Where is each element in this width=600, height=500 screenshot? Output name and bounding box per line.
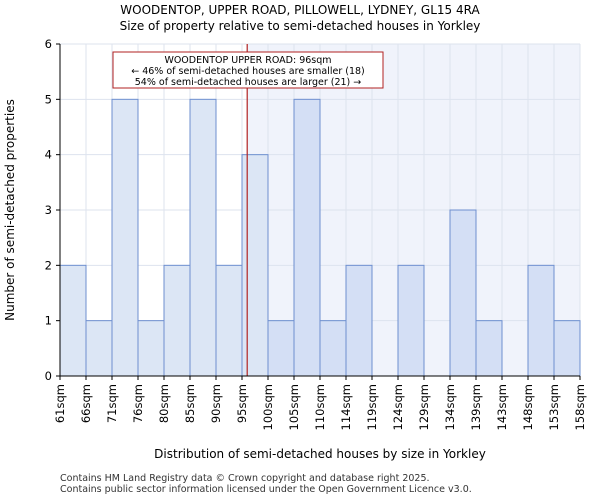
bar-153sqm xyxy=(553,320,581,377)
y-tick-label: 1 xyxy=(45,314,52,328)
x-tick-label: 66sqm xyxy=(79,384,93,423)
y-tick-label: 6 xyxy=(45,37,52,51)
bar-148sqm xyxy=(527,264,555,377)
bar-95sqm xyxy=(241,154,269,377)
annotation-line: 54% of semi-detached houses are larger (… xyxy=(135,77,362,88)
x-axis-title: Distribution of semi-detached houses by … xyxy=(154,447,486,461)
y-axis-title: Number of semi-detached properties xyxy=(3,99,17,321)
x-tick-label: 105sqm xyxy=(287,384,301,430)
bar-105sqm xyxy=(293,98,321,377)
chart-subtitle: Size of property relative to semi-detach… xyxy=(119,19,481,33)
x-tick-label: 95sqm xyxy=(235,384,249,423)
bar-139sqm xyxy=(475,320,503,377)
bar-76sqm xyxy=(137,320,165,377)
bar-124sqm xyxy=(397,264,425,377)
x-tick-label: 71sqm xyxy=(105,384,119,423)
bar-100sqm xyxy=(267,320,295,377)
x-tick-label: 158sqm xyxy=(573,384,587,430)
x-tick-label: 61sqm xyxy=(53,384,67,423)
bar-85sqm xyxy=(189,98,217,377)
x-tick-label: 139sqm xyxy=(469,384,483,430)
bar-90sqm xyxy=(215,264,243,377)
x-tick-label: 90sqm xyxy=(209,384,223,423)
x-tick-label: 148sqm xyxy=(521,384,535,430)
x-tick-label: 153sqm xyxy=(547,384,561,430)
chart-title: WOODENTOP, UPPER ROAD, PILLOWELL, LYDNEY… xyxy=(120,3,480,17)
x-tick-label: 119sqm xyxy=(365,384,379,430)
bar-61sqm xyxy=(59,264,87,377)
x-tick-label: 110sqm xyxy=(313,384,327,430)
x-tick-label: 114sqm xyxy=(339,384,353,430)
y-tick-label: 0 xyxy=(45,369,52,383)
x-tick-label: 129sqm xyxy=(417,384,431,430)
licence-footnote: Contains public sector information licen… xyxy=(60,484,472,495)
bar-134sqm xyxy=(449,209,477,377)
x-tick-label: 80sqm xyxy=(157,384,171,423)
y-tick-label: 2 xyxy=(45,258,52,272)
bar-71sqm xyxy=(111,98,139,377)
y-tick-label: 4 xyxy=(45,148,52,162)
x-tick-label: 143sqm xyxy=(495,384,509,430)
bar-110sqm xyxy=(319,320,347,377)
bar-66sqm xyxy=(85,320,113,377)
copyright-footnote: Contains HM Land Registry data © Crown c… xyxy=(60,473,430,484)
annotation-box xyxy=(112,51,384,89)
x-tick-label: 100sqm xyxy=(261,384,275,430)
x-tick-label: 134sqm xyxy=(443,384,457,430)
bar-80sqm xyxy=(163,264,191,377)
y-tick-label: 3 xyxy=(45,203,52,217)
x-tick-label: 76sqm xyxy=(131,384,145,423)
annotation-line: WOODENTOP UPPER ROAD: 96sqm xyxy=(164,55,331,66)
bar-114sqm xyxy=(345,264,373,377)
annotation-line: ← 46% of semi-detached houses are smalle… xyxy=(131,66,365,77)
x-tick-label: 85sqm xyxy=(183,384,197,423)
y-tick-label: 5 xyxy=(45,92,52,106)
x-tick-label: 124sqm xyxy=(391,384,405,430)
